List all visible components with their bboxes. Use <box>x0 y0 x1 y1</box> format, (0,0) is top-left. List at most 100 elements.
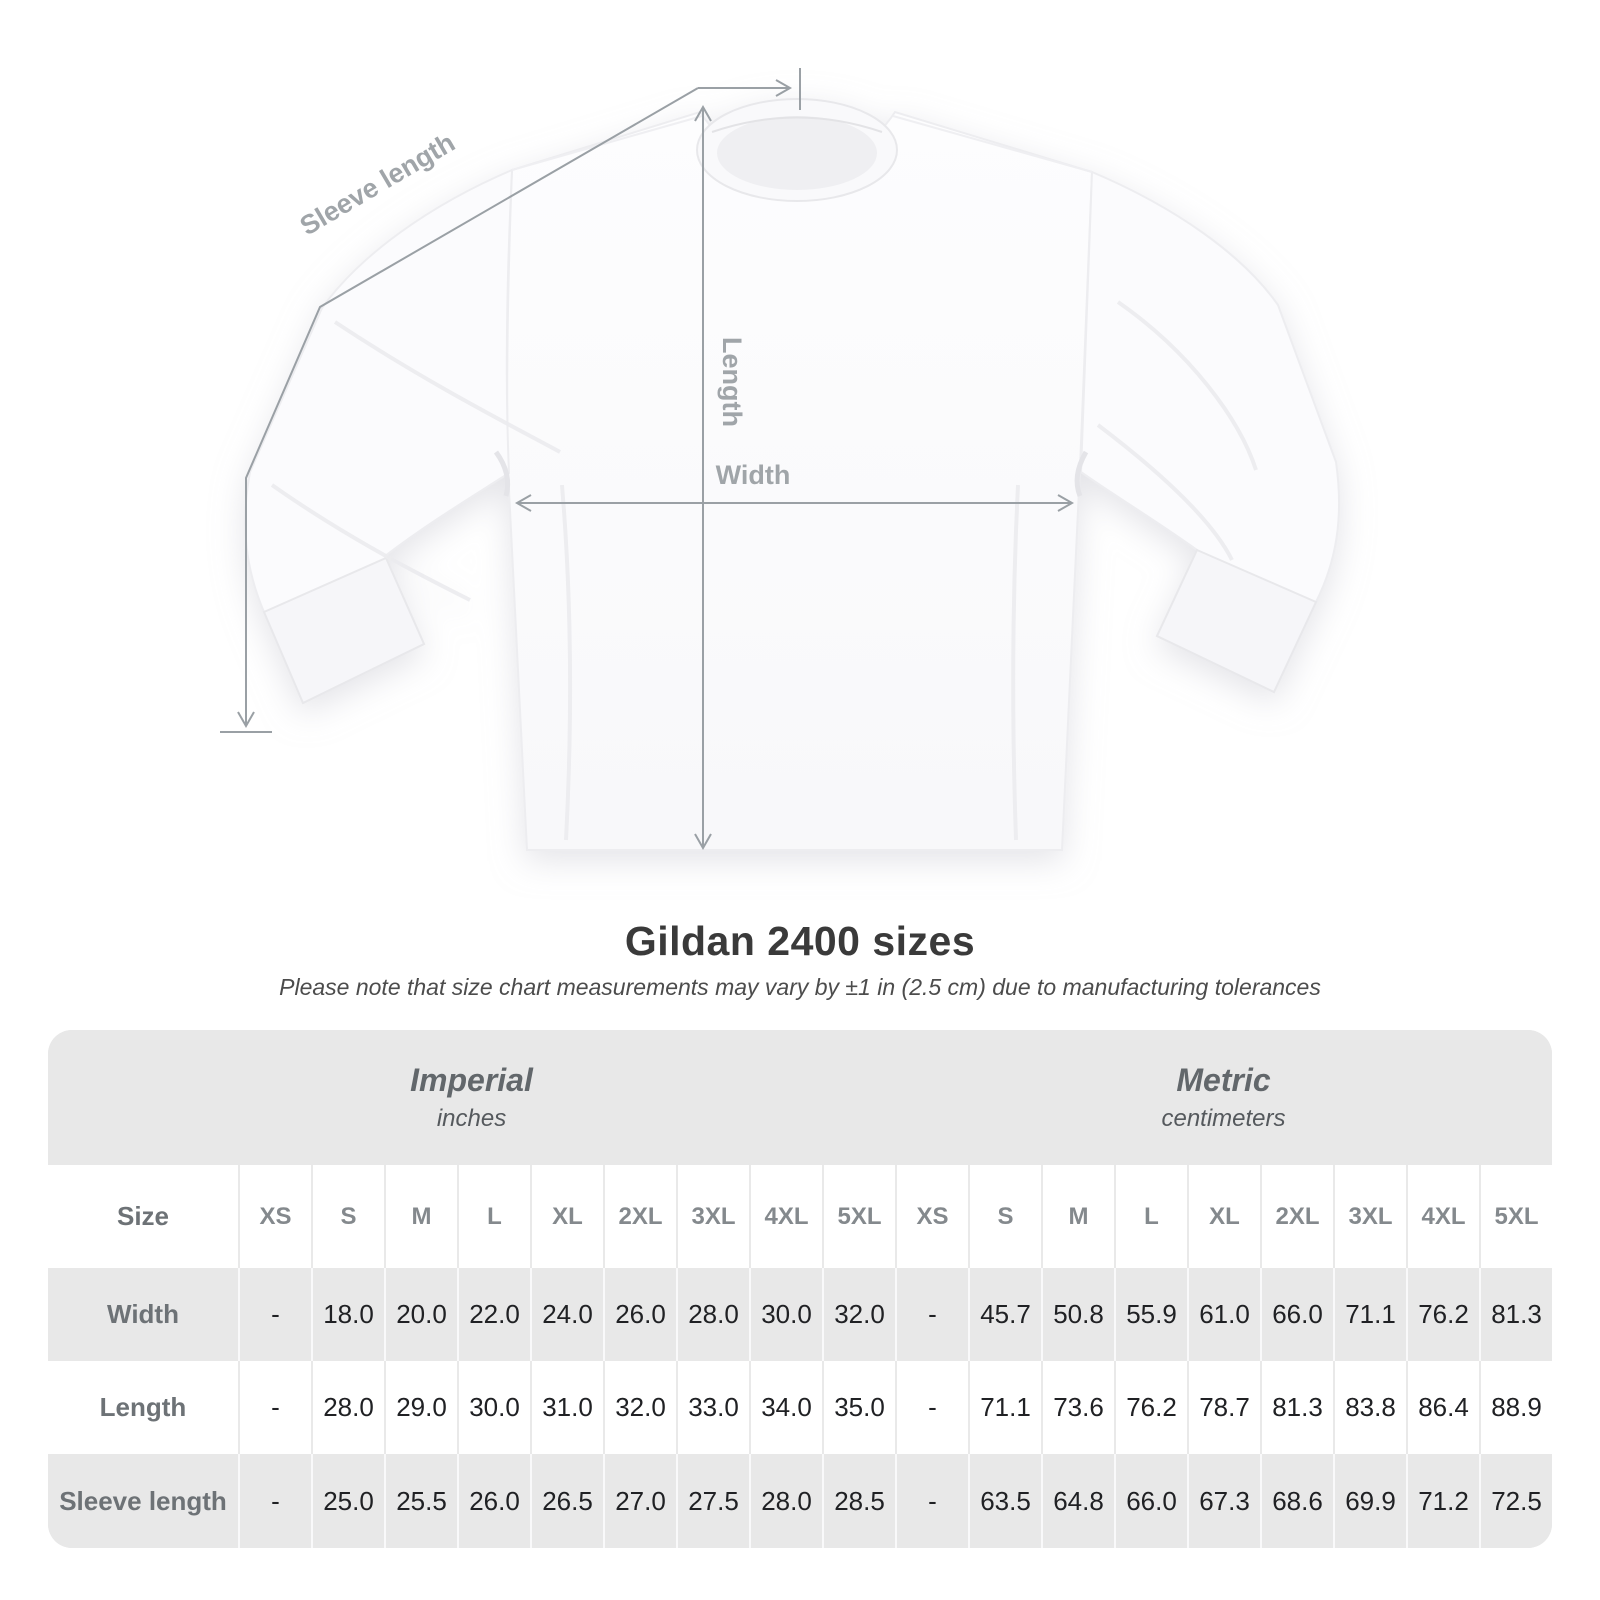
value-cell: 68.6 <box>1260 1454 1333 1548</box>
armpit-shadows <box>493 450 1089 497</box>
imperial-section-header: Imperial inches <box>48 1030 895 1165</box>
value-cell: 22.0 <box>457 1268 530 1361</box>
value-cell: - <box>895 1361 968 1454</box>
value-cell: 26.0 <box>603 1268 676 1361</box>
value-cell: 63.5 <box>968 1454 1041 1548</box>
collar-back-seam <box>711 116 883 133</box>
value-cell: 31.0 <box>530 1361 603 1454</box>
size-header-metric-2xl: 2XL <box>1260 1165 1333 1268</box>
size-header-metric-m: M <box>1041 1165 1114 1268</box>
size-header-metric-5xl: 5XL <box>1479 1165 1552 1268</box>
measurement-lines <box>220 68 1075 851</box>
value-cell: 35.0 <box>822 1361 895 1454</box>
value-cell: 69.9 <box>1333 1454 1406 1548</box>
value-cell: 66.0 <box>1260 1268 1333 1361</box>
value-cell: 28.0 <box>676 1268 749 1361</box>
value-cell: 86.4 <box>1406 1361 1479 1454</box>
imperial-title: Imperial <box>410 1062 533 1099</box>
value-cell: 88.9 <box>1479 1361 1552 1454</box>
value-cell: 73.6 <box>1041 1361 1114 1454</box>
value-cell: 28.0 <box>311 1361 384 1454</box>
metric-units: centimeters <box>1161 1104 1286 1132</box>
value-cell: 76.2 <box>1406 1268 1479 1361</box>
value-cell: 72.5 <box>1479 1454 1552 1548</box>
value-cell: 64.8 <box>1041 1454 1114 1548</box>
length-label: Length <box>717 337 747 427</box>
size-header-imperial-4xl: 4XL <box>749 1165 822 1268</box>
length-down-arrowhead <box>694 833 712 851</box>
size-header-imperial-3xl: 3XL <box>676 1165 749 1268</box>
shirt-body <box>506 110 1094 851</box>
size-header-imperial-2xl: 2XL <box>603 1165 676 1268</box>
value-cell: 66.0 <box>1114 1454 1187 1548</box>
value-cell: 71.1 <box>968 1361 1041 1454</box>
value-cell: 32.0 <box>822 1268 895 1361</box>
sleeve-measure-diagonal-line <box>245 87 699 724</box>
long-sleeve-shirt <box>244 98 1341 851</box>
sleeve-measure-down-arrowhead <box>237 711 255 729</box>
fabric-folds <box>270 300 1258 841</box>
value-cell: 55.9 <box>1114 1268 1187 1361</box>
imperial-units: inches <box>436 1104 507 1132</box>
size-header-metric-s: S <box>968 1165 1041 1268</box>
value-cell: 83.8 <box>1333 1361 1406 1454</box>
size-table: Imperial inches Metric centimeters Size X… <box>48 1030 1552 1548</box>
sleeve-measure-right-arrowhead <box>775 79 793 97</box>
value-cell: - <box>895 1454 968 1548</box>
size-header-metric-4xl: 4XL <box>1406 1165 1479 1268</box>
value-cell: - <box>895 1268 968 1361</box>
value-cell: 28.5 <box>822 1454 895 1548</box>
value-cell: 45.7 <box>968 1268 1041 1361</box>
size-header-metric-3xl: 3XL <box>1333 1165 1406 1268</box>
row-label-sleeve-length: Sleeve length <box>48 1454 238 1548</box>
width-right-arrowhead <box>1057 494 1075 512</box>
value-cell: 24.0 <box>530 1268 603 1361</box>
value-cell: 67.3 <box>1187 1454 1260 1548</box>
size-header-metric-xl: XL <box>1187 1165 1260 1268</box>
value-cell: 50.8 <box>1041 1268 1114 1361</box>
width-left-arrowhead <box>514 494 532 512</box>
value-cell: - <box>238 1454 311 1548</box>
value-cell: 18.0 <box>311 1268 384 1361</box>
size-header-metric-xs: XS <box>895 1165 968 1268</box>
value-cell: 76.2 <box>1114 1361 1187 1454</box>
shirt-right-cuff <box>1155 548 1318 694</box>
value-cell: 61.0 <box>1187 1268 1260 1361</box>
value-cell: 27.5 <box>676 1454 749 1548</box>
value-cell: 30.0 <box>749 1268 822 1361</box>
value-cell: 32.0 <box>603 1361 676 1454</box>
value-cell: 27.0 <box>603 1454 676 1548</box>
value-cell: 30.0 <box>457 1361 530 1454</box>
size-header-imperial-m: M <box>384 1165 457 1268</box>
value-cell: 28.0 <box>749 1454 822 1548</box>
page-title: Gildan 2400 sizes <box>624 918 976 964</box>
shirt-collar-inner <box>717 116 877 190</box>
page-subtitle: Please note that size chart measurements… <box>279 974 1321 1000</box>
value-cell: 26.5 <box>530 1454 603 1548</box>
metric-section-header: Metric centimeters <box>895 1030 1552 1165</box>
value-cell: 33.0 <box>676 1361 749 1454</box>
value-cell: 29.0 <box>384 1361 457 1454</box>
value-cell: 25.5 <box>384 1454 457 1548</box>
shoulder-seams <box>511 115 1093 173</box>
width-label: Width <box>716 460 791 490</box>
value-cell: 26.0 <box>457 1454 530 1548</box>
size-header-metric-l: L <box>1114 1165 1187 1268</box>
metric-title: Metric <box>1176 1062 1271 1099</box>
size-column-header: Size <box>48 1165 238 1268</box>
size-header-imperial-xl: XL <box>530 1165 603 1268</box>
value-cell: 25.0 <box>311 1454 384 1548</box>
value-cell: 34.0 <box>749 1361 822 1454</box>
value-cell: 81.3 <box>1260 1361 1333 1454</box>
value-cell: 71.2 <box>1406 1454 1479 1548</box>
value-cell: 20.0 <box>384 1268 457 1361</box>
value-cell: 78.7 <box>1187 1361 1260 1454</box>
size-header-imperial-s: S <box>311 1165 384 1268</box>
value-cell: - <box>238 1361 311 1454</box>
value-cell: - <box>238 1268 311 1361</box>
size-header-imperial-l: L <box>457 1165 530 1268</box>
value-cell: 81.3 <box>1479 1268 1552 1361</box>
size-header-imperial-5xl: 5XL <box>822 1165 895 1268</box>
shirt-left-cuff <box>262 556 426 705</box>
